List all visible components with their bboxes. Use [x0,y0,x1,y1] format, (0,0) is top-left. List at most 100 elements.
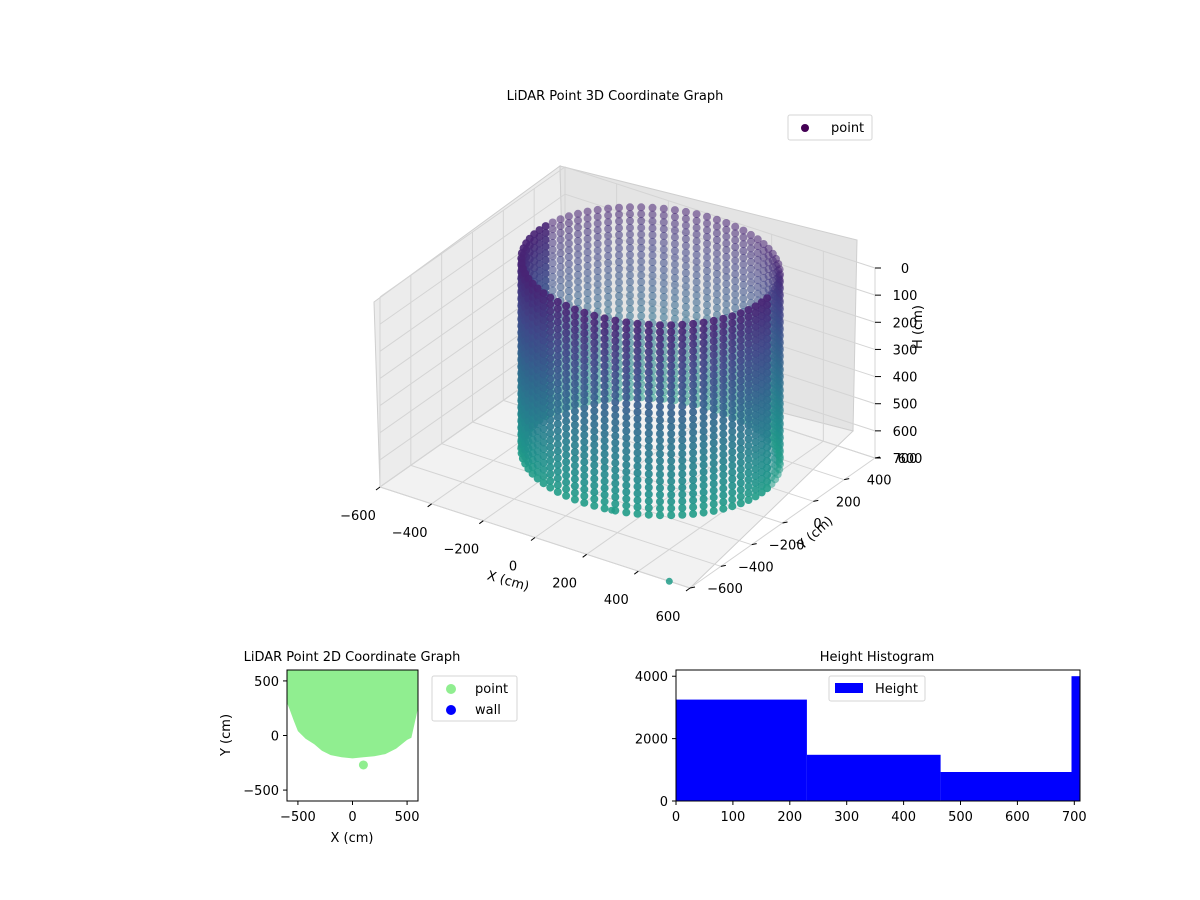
cloud-point [546,449,555,458]
cloud-point [722,246,731,255]
cloud-point [763,402,772,411]
cloud-point [692,305,701,314]
cloud-point [751,451,760,460]
cloud-point [633,326,642,335]
cloud-point [728,346,737,355]
cloud-point [648,237,657,246]
cloud-point [548,252,557,261]
cloud-point [739,226,748,235]
cloud-point [580,315,589,324]
cloud-point [722,252,731,261]
cloud-point [689,421,698,430]
cloud-point [731,236,740,245]
cloud-point [739,301,748,310]
cloud-point [564,232,573,241]
cloud-point [600,416,609,425]
cloud-point [593,260,602,269]
x-tick-label-3d: 600 [656,610,681,625]
cloud-point [692,298,701,307]
cloud-point [709,479,718,488]
cloud-point [604,286,613,294]
cloud-point [667,341,676,350]
cloud-point [751,410,760,419]
cloud-point [600,443,609,452]
cloud-point [753,255,762,264]
cloud-point [546,402,555,411]
cloud-point [722,239,731,248]
cloud-point [719,328,728,337]
cloud-point [622,460,631,469]
cloud-point [667,463,676,472]
cloud-point [570,373,579,382]
cloud-point [546,314,555,322]
cloud-point [670,314,679,323]
cloud-point [539,391,548,399]
cloud-point [670,233,679,242]
cloud-point [564,253,573,261]
cloud-point [562,471,571,480]
cloud-point [633,408,642,416]
cloud-point [744,455,753,464]
scatter-point [358,760,368,770]
cloud-point [751,309,760,318]
cloud-point [689,381,698,389]
cloud-point [546,422,555,431]
cloud-point [590,501,599,510]
cloud-point [692,250,701,259]
cloud-point [583,234,592,243]
x-tick-3d [479,520,484,525]
cloud-point [744,496,753,504]
cloud-point [622,359,631,368]
cloud-point [689,347,698,356]
cloud-point [580,417,589,426]
cloud-point [736,309,745,318]
cloud-point [739,233,748,242]
cloud-point [648,203,657,212]
cloud-point [644,497,653,506]
cloud-point [736,445,745,453]
cloud-point [689,387,698,396]
cloud-point [744,373,753,382]
x-tick-label-2d: −500 [280,810,316,825]
cloud-point [622,467,631,476]
cloud-point [611,418,620,427]
cloud-point [622,488,631,496]
cloud-point [633,448,642,457]
cloud-point [763,450,772,459]
cloud-point [590,440,599,449]
cloud-point [722,307,731,316]
cloud-point [751,363,760,372]
z-tick-label-3d: 300 [893,343,918,358]
y-tick-label-3d: 400 [867,474,892,489]
cloud-point [637,291,646,300]
cloud-point [659,286,668,295]
cloud-point [590,447,599,456]
cloud-point [731,249,740,258]
cloud-point [600,504,609,513]
cloud-point [611,499,620,508]
cloud-point [656,361,664,370]
cloud-point [719,430,728,439]
cloud-point [736,451,745,460]
cloud-point [570,366,579,375]
cloud-point [667,490,676,499]
cloud-point [570,407,579,416]
y-tick-label-2d: −500 [243,784,279,799]
cloud-point [667,416,676,425]
cloud-point [574,264,582,272]
cloud-point [692,230,701,239]
cloud-point [763,368,772,377]
cloud-point [633,319,642,328]
cloud-point [656,490,664,499]
x-tick-label-3d: 0 [509,560,517,575]
cloud-point [728,332,737,341]
cloud-point [570,380,579,389]
cloud-point [611,486,620,495]
cloud-point [611,404,620,413]
cloud-point [644,503,653,512]
cloud-point [656,334,664,343]
cloud-point [580,383,589,392]
cloud-point [546,347,555,356]
cloud-point [699,447,708,456]
cloud-point [719,443,728,452]
